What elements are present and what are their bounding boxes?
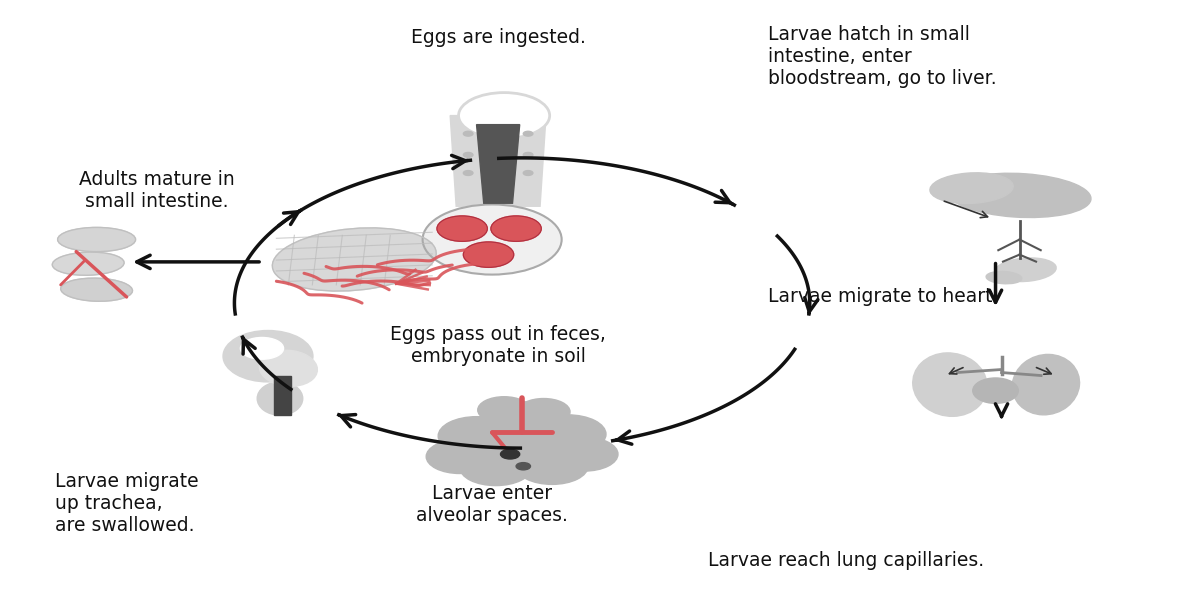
Circle shape bbox=[240, 338, 283, 359]
Ellipse shape bbox=[223, 330, 313, 382]
Ellipse shape bbox=[973, 378, 1019, 404]
Text: Larvae enter
alveolar spaces.: Larvae enter alveolar spaces. bbox=[416, 484, 568, 525]
Ellipse shape bbox=[1013, 355, 1080, 415]
Text: Eggs pass out in feces,
embryonate in soil: Eggs pass out in feces, embryonate in so… bbox=[390, 325, 606, 366]
Circle shape bbox=[472, 418, 572, 468]
Circle shape bbox=[488, 402, 556, 436]
Circle shape bbox=[463, 242, 514, 267]
Polygon shape bbox=[450, 116, 546, 206]
Circle shape bbox=[516, 448, 588, 484]
Circle shape bbox=[460, 449, 532, 485]
Ellipse shape bbox=[995, 258, 1056, 282]
Circle shape bbox=[523, 171, 533, 175]
Ellipse shape bbox=[272, 228, 437, 291]
Circle shape bbox=[491, 216, 541, 241]
Circle shape bbox=[426, 439, 493, 473]
Circle shape bbox=[523, 132, 533, 136]
Text: Larvae migrate
up trachea,
are swallowed.: Larvae migrate up trachea, are swallowed… bbox=[55, 472, 198, 535]
Ellipse shape bbox=[913, 353, 988, 416]
Circle shape bbox=[458, 93, 550, 139]
Ellipse shape bbox=[53, 252, 124, 275]
Circle shape bbox=[463, 153, 473, 158]
Ellipse shape bbox=[986, 271, 1021, 284]
Ellipse shape bbox=[58, 227, 136, 251]
Text: Larvae migrate to heart.: Larvae migrate to heart. bbox=[768, 287, 998, 307]
Ellipse shape bbox=[61, 278, 132, 301]
Circle shape bbox=[478, 397, 530, 424]
Circle shape bbox=[463, 132, 473, 136]
Text: Larvae reach lung capillaries.: Larvae reach lung capillaries. bbox=[708, 551, 984, 570]
Circle shape bbox=[437, 216, 487, 241]
Ellipse shape bbox=[257, 382, 302, 415]
Ellipse shape bbox=[948, 173, 1091, 218]
Ellipse shape bbox=[259, 350, 317, 387]
Ellipse shape bbox=[930, 173, 1013, 204]
Circle shape bbox=[517, 399, 570, 425]
Polygon shape bbox=[476, 125, 520, 203]
Circle shape bbox=[438, 417, 515, 455]
Circle shape bbox=[500, 449, 520, 459]
Text: Eggs are ingested.: Eggs are ingested. bbox=[410, 28, 586, 47]
Text: Larvae hatch in small
intestine, enter
bloodstream, go to liver.: Larvae hatch in small intestine, enter b… bbox=[768, 25, 996, 88]
Circle shape bbox=[463, 171, 473, 175]
Circle shape bbox=[422, 204, 562, 275]
Circle shape bbox=[523, 153, 533, 158]
Polygon shape bbox=[274, 376, 290, 415]
Circle shape bbox=[529, 415, 606, 453]
Circle shape bbox=[516, 462, 530, 470]
Circle shape bbox=[551, 437, 618, 471]
Text: Adults mature in
small intestine.: Adults mature in small intestine. bbox=[79, 170, 234, 211]
